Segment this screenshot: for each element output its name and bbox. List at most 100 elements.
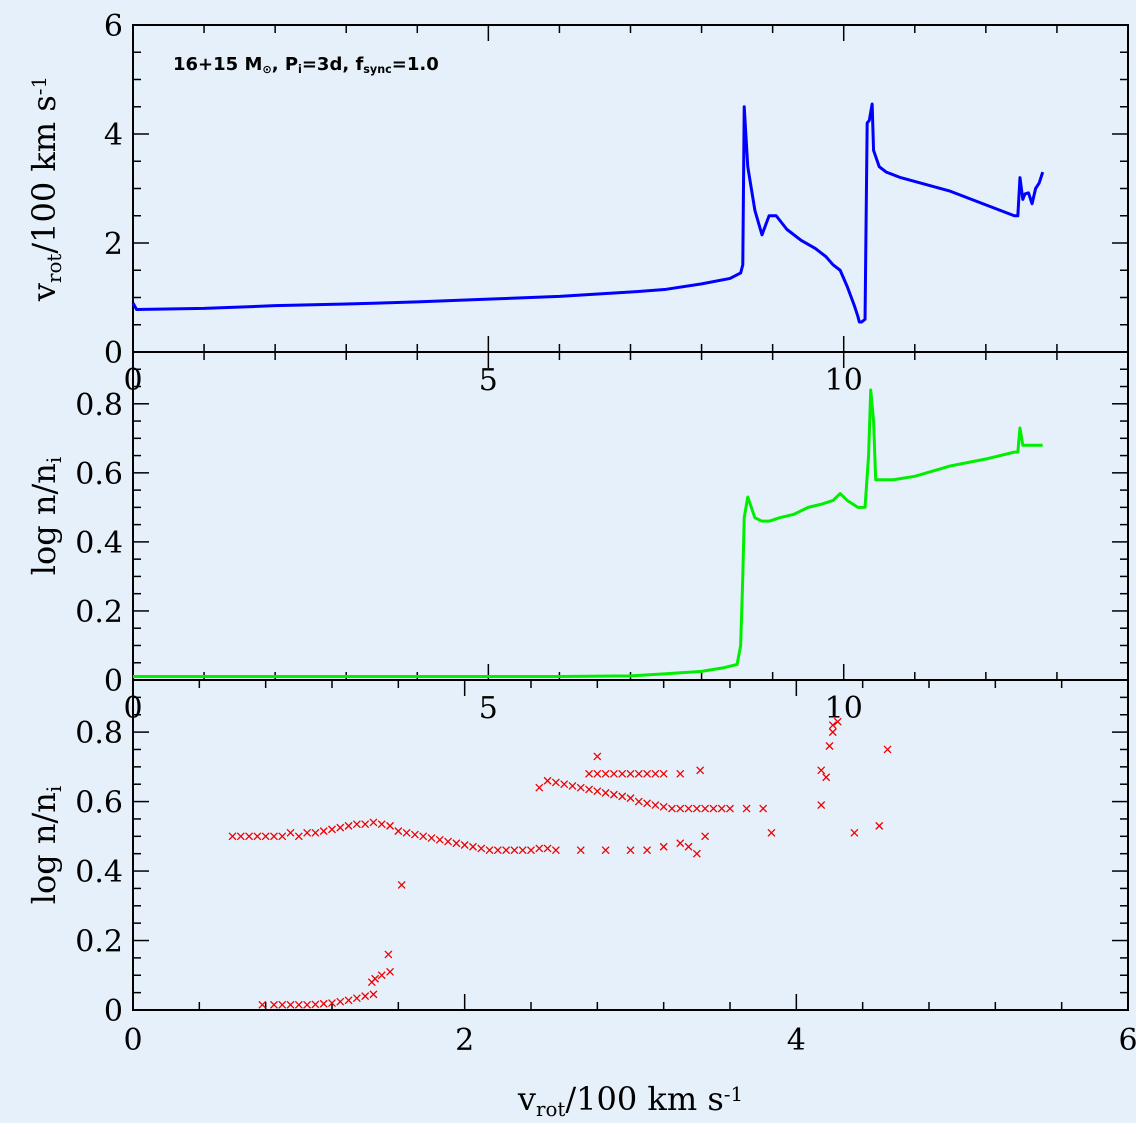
series-line (131, 102, 1045, 324)
data-point (643, 846, 652, 855)
data-point (634, 769, 643, 778)
data-point (709, 804, 718, 813)
data-point (352, 820, 361, 829)
data-point (593, 787, 602, 796)
label-part: i (43, 786, 66, 792)
data-point (585, 785, 594, 794)
y-tick-label: 0.4 (75, 526, 123, 561)
data-point (609, 769, 618, 778)
data-point (593, 769, 602, 778)
data-point (477, 844, 486, 853)
data-point (261, 832, 270, 841)
data-point (269, 1000, 278, 1009)
data-point (875, 821, 884, 830)
data-point (311, 1000, 320, 1009)
data-point (742, 804, 751, 813)
data-point (576, 783, 585, 792)
y-axis-title: log n/ni (25, 457, 66, 576)
data-point (386, 967, 395, 976)
data-point (427, 834, 436, 843)
data-point (817, 801, 826, 810)
data-point (676, 804, 685, 813)
data-point (767, 828, 776, 837)
data-point (336, 823, 345, 832)
data-point (397, 880, 406, 889)
plot-frame (132, 351, 1129, 681)
label-part: -1 (724, 1083, 743, 1106)
data-point (551, 846, 560, 855)
x-tick-label: 10 (825, 363, 863, 398)
data-point (659, 769, 668, 778)
data-point (576, 846, 585, 855)
data-point (493, 846, 502, 855)
data-point (535, 844, 544, 853)
x-tick-label: 6 (1118, 1023, 1136, 1058)
plot-frame (132, 679, 1129, 1011)
data-point (568, 781, 577, 790)
data-point (692, 849, 701, 858)
data-point (468, 842, 477, 851)
data-point (344, 996, 353, 1005)
data-point (377, 820, 386, 829)
data-point (626, 846, 635, 855)
data-point (601, 769, 610, 778)
label-part: /100 km s (565, 1080, 723, 1118)
label-part: =3d, f (302, 54, 364, 75)
x-tick-label: 0 (123, 1023, 142, 1058)
data-point (643, 799, 652, 808)
data-point (618, 769, 627, 778)
y-tick-label: 4 (104, 118, 123, 153)
data-point (319, 827, 328, 836)
annotation: 16+15 M⊙, Pi=3d, fsync=1.0 (173, 54, 439, 76)
label-part: log n/n (25, 792, 63, 904)
data-point (585, 769, 594, 778)
x-axis-title: vrot/100 km s-1 (517, 1080, 743, 1121)
data-point (435, 835, 444, 844)
data-point (593, 752, 602, 761)
x-tick-label: 5 (479, 363, 498, 398)
data-point (328, 999, 336, 1008)
data-point (609, 790, 618, 799)
y-tick-label: 0.6 (75, 457, 123, 492)
label-part: v (517, 1080, 536, 1118)
y-tick-label: 0 (104, 336, 123, 371)
label-part: rot (536, 1098, 565, 1121)
label-part: =1.0 (392, 54, 439, 75)
data-point (228, 832, 237, 841)
data-point (328, 825, 336, 834)
data-point (303, 1000, 312, 1009)
label-part: i (43, 457, 66, 463)
label-part: rot (43, 254, 66, 283)
data-point (236, 832, 245, 841)
x-tick-label: 2 (455, 1023, 474, 1058)
data-point (510, 846, 519, 855)
data-point (659, 802, 668, 811)
data-point (245, 832, 254, 841)
data-point (336, 997, 345, 1006)
y-axis-title: log n/ni (25, 786, 66, 905)
data-point (419, 832, 428, 841)
data-point (311, 828, 320, 837)
data-point (394, 827, 403, 836)
y-tick-label: 0.2 (75, 925, 123, 960)
data-point (253, 832, 262, 841)
data-point (444, 837, 453, 846)
label-part: /100 km s (25, 95, 63, 253)
x-tick-label: 5 (479, 691, 498, 726)
data-point (294, 832, 303, 841)
data-point (651, 769, 660, 778)
data-point (485, 846, 494, 855)
x-tick-label: 10 (825, 691, 863, 726)
data-point (527, 846, 535, 855)
data-point (286, 1000, 295, 1009)
data-point (543, 776, 552, 785)
label-part: i (298, 63, 302, 76)
label-part: , P (272, 54, 298, 75)
data-point (535, 783, 544, 792)
data-point (601, 846, 610, 855)
data-point (361, 992, 370, 1001)
data-point (518, 846, 527, 855)
data-point (361, 820, 370, 829)
data-point (278, 1000, 287, 1009)
data-point (634, 797, 643, 806)
